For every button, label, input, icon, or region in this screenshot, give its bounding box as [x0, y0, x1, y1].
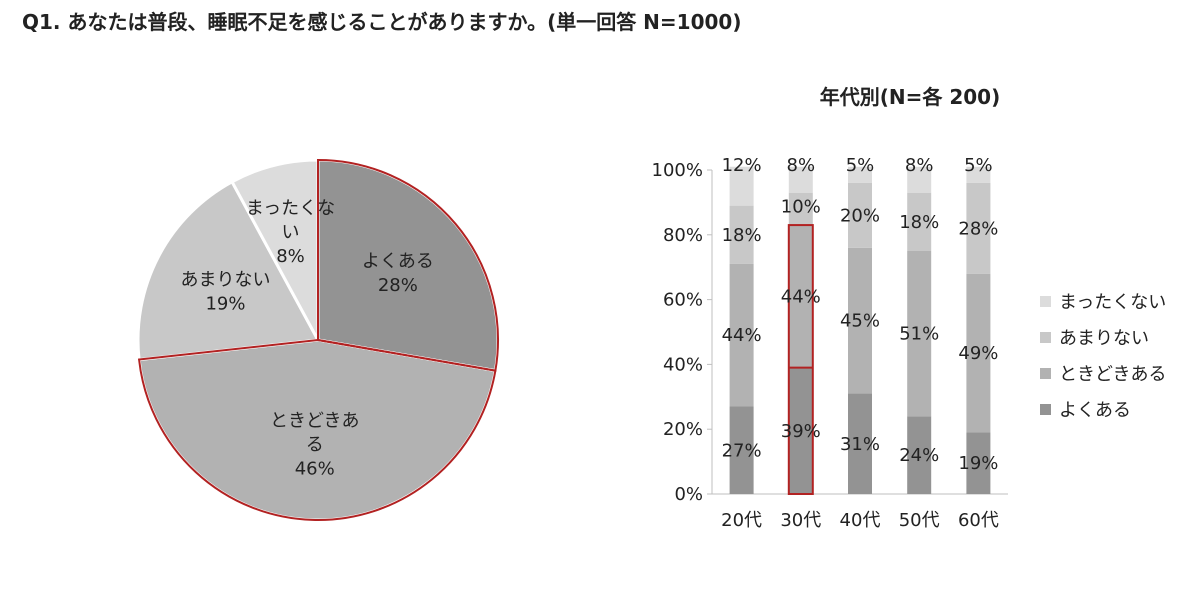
bar-segment [848, 182, 872, 248]
bar-data-label: 10% [781, 197, 821, 218]
bar-segment [788, 225, 813, 368]
bar-data-label: 27% [722, 440, 762, 461]
legend-swatch [1040, 367, 1051, 379]
pie-slice-label: よくある 28% [362, 251, 434, 296]
bar-highlight-outline [787, 224, 814, 496]
bar-data-label: 44% [781, 286, 821, 307]
bar-segment [848, 393, 872, 494]
x-tick-label: 50代 [899, 510, 940, 531]
bar-segment [788, 166, 813, 193]
pie-slice-label: まったくない 8% [246, 198, 335, 267]
bar-data-label: 24% [899, 445, 939, 466]
x-tick-label: 40代 [840, 510, 881, 531]
bar-data-label: 51% [899, 324, 939, 345]
pie-slice [230, 158, 320, 341]
legend-item: まったくない [1040, 283, 1166, 319]
bar-data-label: 18% [722, 225, 762, 246]
y-tick-label: 100% [652, 160, 703, 181]
bar-data-label: 49% [958, 343, 998, 364]
bar-segment [966, 273, 991, 433]
pie-slice-outline [317, 158, 499, 372]
bar-data-label: 20% [840, 205, 880, 226]
bar-segment [907, 166, 932, 193]
bar-segment [907, 192, 932, 251]
x-tick-label: 60代 [958, 510, 999, 531]
legend-swatch [1040, 403, 1051, 415]
bar-data-label: 8% [787, 155, 816, 176]
bar-data-label: 12% [722, 155, 762, 176]
bar-data-label: 5% [846, 155, 875, 176]
y-tick-label: 80% [663, 225, 703, 246]
legend-item: よくある [1040, 391, 1166, 427]
x-tick-label: 30代 [780, 510, 821, 531]
bar-segment [848, 166, 872, 183]
bar-segment [907, 416, 932, 494]
pie-chart: よくある 28% ときどきある 46% あまりない 19%まったくない 8% [136, 158, 500, 522]
pie-slice-label: ときどきある 46% [270, 410, 359, 479]
pie-slice [136, 179, 321, 362]
bar-segment [729, 205, 754, 264]
legend-item: あまりない [1040, 319, 1166, 355]
bar-data-label: 19% [958, 453, 998, 474]
y-tick-label: 0% [674, 484, 703, 505]
page-title: Q1. あなたは普段、睡眠不足を感じることがありますか。(単一回答 N=1000… [22, 10, 742, 34]
bar-data-label: 18% [899, 212, 939, 233]
legend-swatch [1040, 295, 1051, 307]
legend-label: あまりない [1059, 328, 1149, 349]
bar-data-label: 44% [722, 325, 762, 346]
bar-segment [788, 367, 813, 494]
legend-item: ときどきある [1040, 355, 1166, 391]
bar-segment [966, 182, 991, 274]
bar-data-label: 5% [964, 155, 993, 176]
chart-legend: まったくない あまりないときどきある よくある [1040, 283, 1166, 427]
bar-data-label: 8% [905, 155, 934, 176]
bar-segment [788, 192, 813, 226]
bar-segment [966, 432, 991, 494]
pie-slice-outline [137, 338, 497, 521]
bar-segment [729, 406, 754, 494]
bar-segment [729, 263, 754, 407]
legend-label: まったくない [1059, 292, 1167, 313]
bar-chart-title: 年代別(N=各 200) [820, 85, 1001, 109]
y-tick-label: 60% [663, 290, 703, 311]
bar-segment [907, 251, 932, 417]
bar-data-label: 31% [840, 434, 880, 455]
legend-label: ときどきある [1059, 364, 1167, 385]
bar-segment [848, 247, 872, 394]
bar-segment [729, 166, 754, 206]
bar-data-label: 39% [781, 421, 821, 442]
y-tick-label: 40% [663, 354, 703, 375]
bar-data-label: 45% [840, 311, 880, 332]
x-tick-label: 20代 [721, 510, 762, 531]
y-tick-label: 20% [663, 419, 703, 440]
legend-label: よくある [1059, 400, 1131, 421]
legend-swatch [1040, 331, 1051, 343]
bar-data-label: 28% [958, 218, 998, 239]
pie-slice-label: あまりない 19% [181, 270, 271, 315]
bar-segment [966, 166, 991, 183]
